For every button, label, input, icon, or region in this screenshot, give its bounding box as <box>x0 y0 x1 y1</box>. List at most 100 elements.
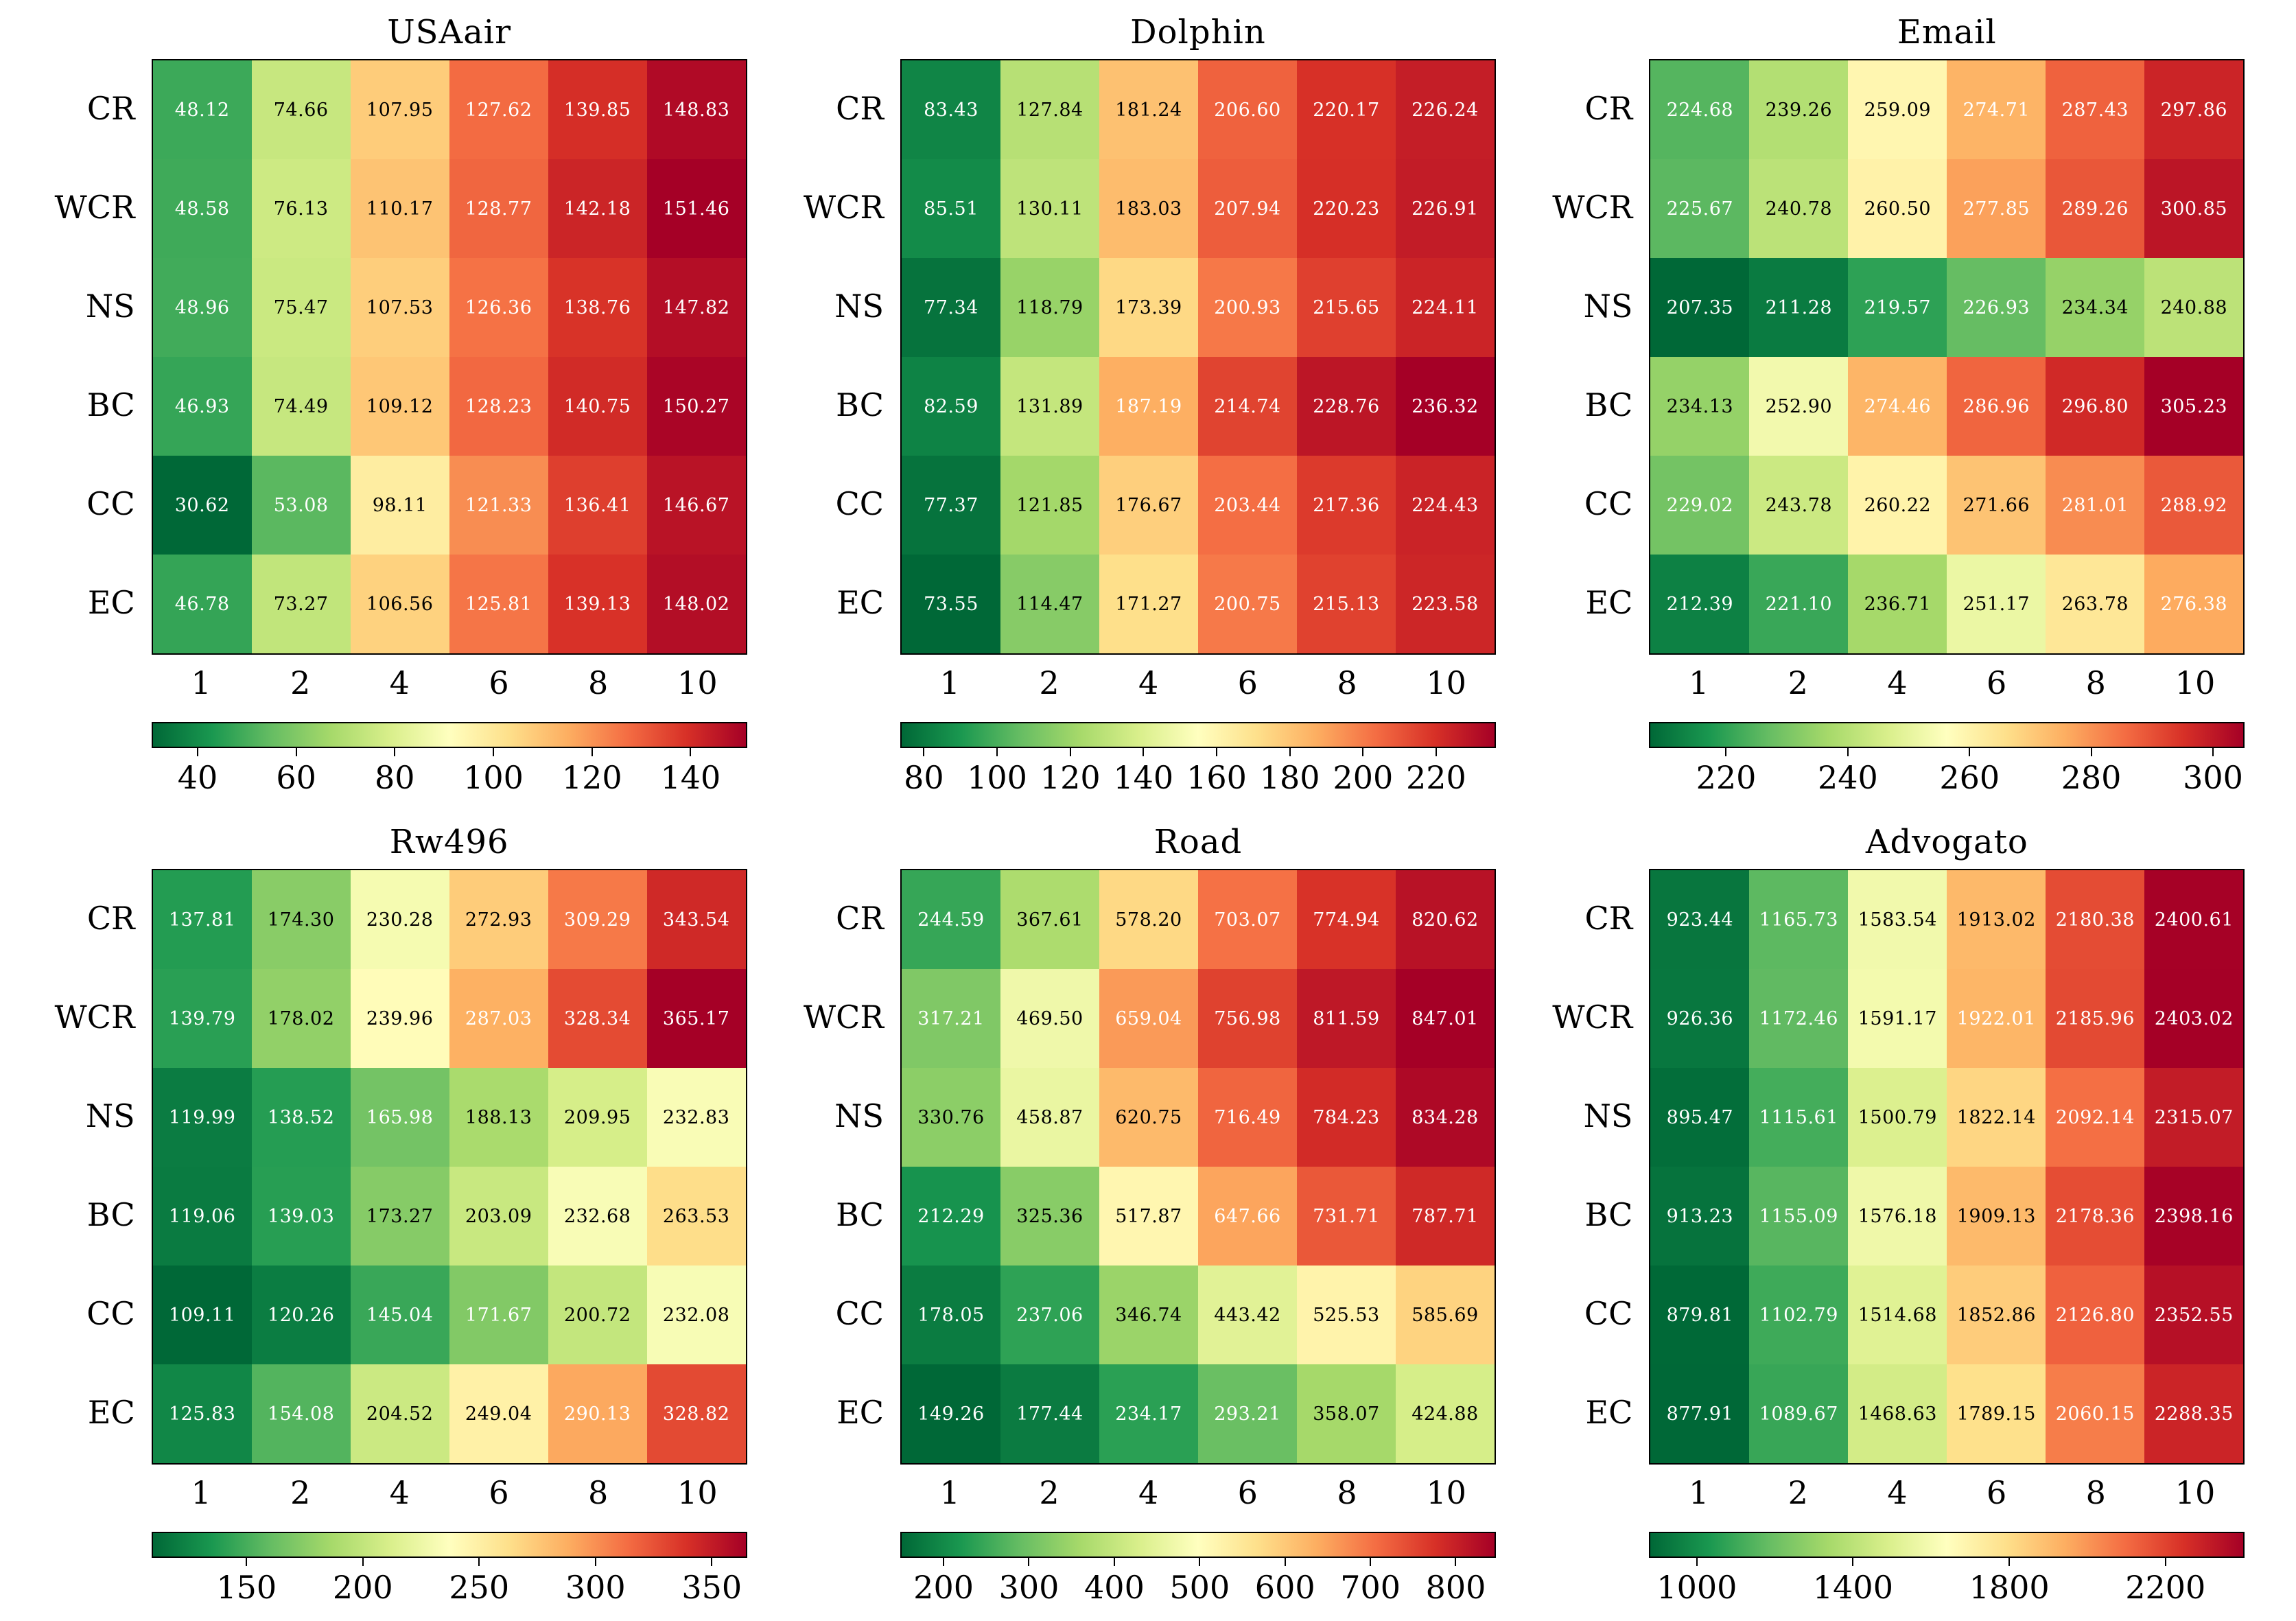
heatmap-cell: 130.11 <box>1000 159 1099 258</box>
heatmap-cell: 923.44 <box>1650 870 1750 969</box>
x-axis-labels: 1 2 4 6 8 10 <box>900 1465 1496 1515</box>
x-axis-labels: 1 2 4 6 8 10 <box>152 1465 747 1515</box>
heatmap-cell: 731.71 <box>1296 1167 1396 1266</box>
heatmap-cell: 109.12 <box>350 357 449 456</box>
heatmap-cell: 173.27 <box>350 1167 449 1266</box>
colorbar-tick <box>1069 748 1071 756</box>
row-label: CC <box>1584 1295 1633 1332</box>
colorbar-tick <box>1696 1558 1698 1566</box>
heatmap-cell: 346.74 <box>1099 1266 1198 1364</box>
heatmap-cell: 183.03 <box>1099 159 1198 258</box>
col-label: 1 <box>939 1474 960 1511</box>
row-label: EC <box>1585 1394 1633 1431</box>
heatmap-cell: 73.55 <box>901 555 1000 653</box>
heatmap-cell: 1089.67 <box>1749 1364 1849 1463</box>
colorbar-gradient <box>151 1532 747 1558</box>
colorbar-tick <box>2008 1558 2011 1566</box>
row-label: CC <box>835 485 884 522</box>
heatmap-cell: 147.82 <box>646 258 746 357</box>
heatmap-cell: 200.93 <box>1197 258 1297 357</box>
heatmap-cell: 517.87 <box>1099 1167 1198 1266</box>
colorbar-tick <box>1969 748 1971 756</box>
heatmap-cell: 75.47 <box>251 258 351 357</box>
heatmap-cell: 328.82 <box>646 1364 746 1463</box>
heatmap-cell: 585.69 <box>1395 1266 1495 1364</box>
heatmap-cell: 2352.55 <box>2144 1266 2244 1364</box>
heatmap-cell: 214.74 <box>1197 357 1297 456</box>
heatmap-cell: 165.98 <box>350 1068 449 1167</box>
heatmap-cell: 236.71 <box>1848 555 1947 653</box>
colorbar-gradient <box>151 722 747 748</box>
heatmap-cell: 756.98 <box>1197 969 1297 1068</box>
heatmap-grid: 48.12 74.66 107.95 127.62 139.85 148.83 48.58 7… <box>151 59 747 655</box>
colorbar-tick <box>1362 748 1364 756</box>
heatmap-cell: 225.67 <box>1650 159 1750 258</box>
colorbar: 80 100 120 140 160 180 200 220 <box>900 722 1496 806</box>
heatmap-cell: 1576.18 <box>1848 1167 1947 1266</box>
colorbar-tick <box>594 1558 596 1566</box>
heatmap-cell: 286.96 <box>1947 357 2046 456</box>
row-label: NS <box>834 288 884 325</box>
heatmap-cell: 325.36 <box>1000 1167 1099 1266</box>
heatmap-cell: 328.34 <box>548 969 647 1068</box>
colorbar-tick-label: 250 <box>449 1569 510 1606</box>
heatmap-cell: 274.46 <box>1848 357 1947 456</box>
heatmap-cell: 148.83 <box>646 60 746 159</box>
y-axis-labels: CR WCR NS BC CC EC <box>51 59 152 655</box>
heatmap-cell: 109.11 <box>152 1266 252 1364</box>
row-label: BC <box>836 386 884 423</box>
colorbar-tick <box>1289 748 1291 756</box>
heatmap-cell: 46.78 <box>152 555 252 653</box>
row-label: CR <box>86 90 135 127</box>
heatmap-cell: 139.79 <box>152 969 252 1068</box>
heatmap-cell: 424.88 <box>1395 1364 1495 1463</box>
heatmap-cell: 1514.68 <box>1848 1266 1947 1364</box>
x-axis-labels: 1 2 4 6 8 10 <box>1649 655 2245 705</box>
colorbar-tick <box>295 748 297 756</box>
heatmap-cell: 77.37 <box>901 456 1000 555</box>
colorbar-tick-label: 1400 <box>1812 1569 1893 1606</box>
heatmap-cell: 223.58 <box>1395 555 1495 653</box>
col-label: 1 <box>1689 664 1709 701</box>
colorbar-tick-label: 140 <box>660 759 721 796</box>
heatmap-cell: 128.77 <box>449 159 548 258</box>
col-label: 8 <box>2085 1474 2106 1511</box>
heatmap-cell: 2398.16 <box>2144 1167 2244 1266</box>
heatmap-cell: 176.67 <box>1099 456 1198 555</box>
heatmap-cell: 251.17 <box>1947 555 2046 653</box>
heatmap-cell: 274.71 <box>1947 60 2046 159</box>
row-label: CR <box>86 900 135 937</box>
col-label: 1 <box>191 1474 211 1511</box>
heatmap-cell: 232.83 <box>646 1068 746 1167</box>
heatmap-cell: 234.17 <box>1099 1364 1198 1463</box>
heatmap-cell: 703.07 <box>1197 870 1297 969</box>
heatmap-cell: 234.34 <box>2046 258 2145 357</box>
colorbar-tick <box>591 748 593 756</box>
heatmap-cell: 811.59 <box>1296 969 1396 1068</box>
colorbar-tick <box>1028 1558 1030 1566</box>
heatmap-cell: 1165.73 <box>1749 870 1849 969</box>
heatmap-cell: 226.93 <box>1947 258 2046 357</box>
heatmap-cell: 145.04 <box>350 1266 449 1364</box>
heatmap-cell: 178.02 <box>251 969 351 1068</box>
heatmap-cell: 118.79 <box>1000 258 1099 357</box>
colorbar-tick <box>711 1558 713 1566</box>
heatmap-panel-usaair: USAair CR WCR NS BC CC EC 48.12 74.66 107.95 127… <box>51 11 747 806</box>
col-label: 10 <box>2175 1474 2216 1511</box>
heatmap-cell: 151.46 <box>646 159 746 258</box>
chart-title: USAair <box>387 13 512 51</box>
heatmap-cell: 146.67 <box>646 456 746 555</box>
col-label: 4 <box>389 1474 410 1511</box>
colorbar-tick-label: 200 <box>332 1569 393 1606</box>
heatmap-cell: 293.21 <box>1197 1364 1297 1463</box>
colorbar-gradient <box>1649 1532 2245 1558</box>
colorbar-tick <box>1143 748 1145 756</box>
colorbar-tick-label: 300 <box>998 1569 1059 1606</box>
colorbar-tick <box>923 748 925 756</box>
heatmap-cell: 1155.09 <box>1749 1167 1849 1266</box>
heatmap-cell: 774.94 <box>1296 870 1396 969</box>
heatmap-cell: 228.76 <box>1296 357 1396 456</box>
heatmap-cell: 221.10 <box>1749 555 1849 653</box>
row-label: CC <box>86 1295 135 1332</box>
heatmap-cell: 784.23 <box>1296 1068 1396 1167</box>
